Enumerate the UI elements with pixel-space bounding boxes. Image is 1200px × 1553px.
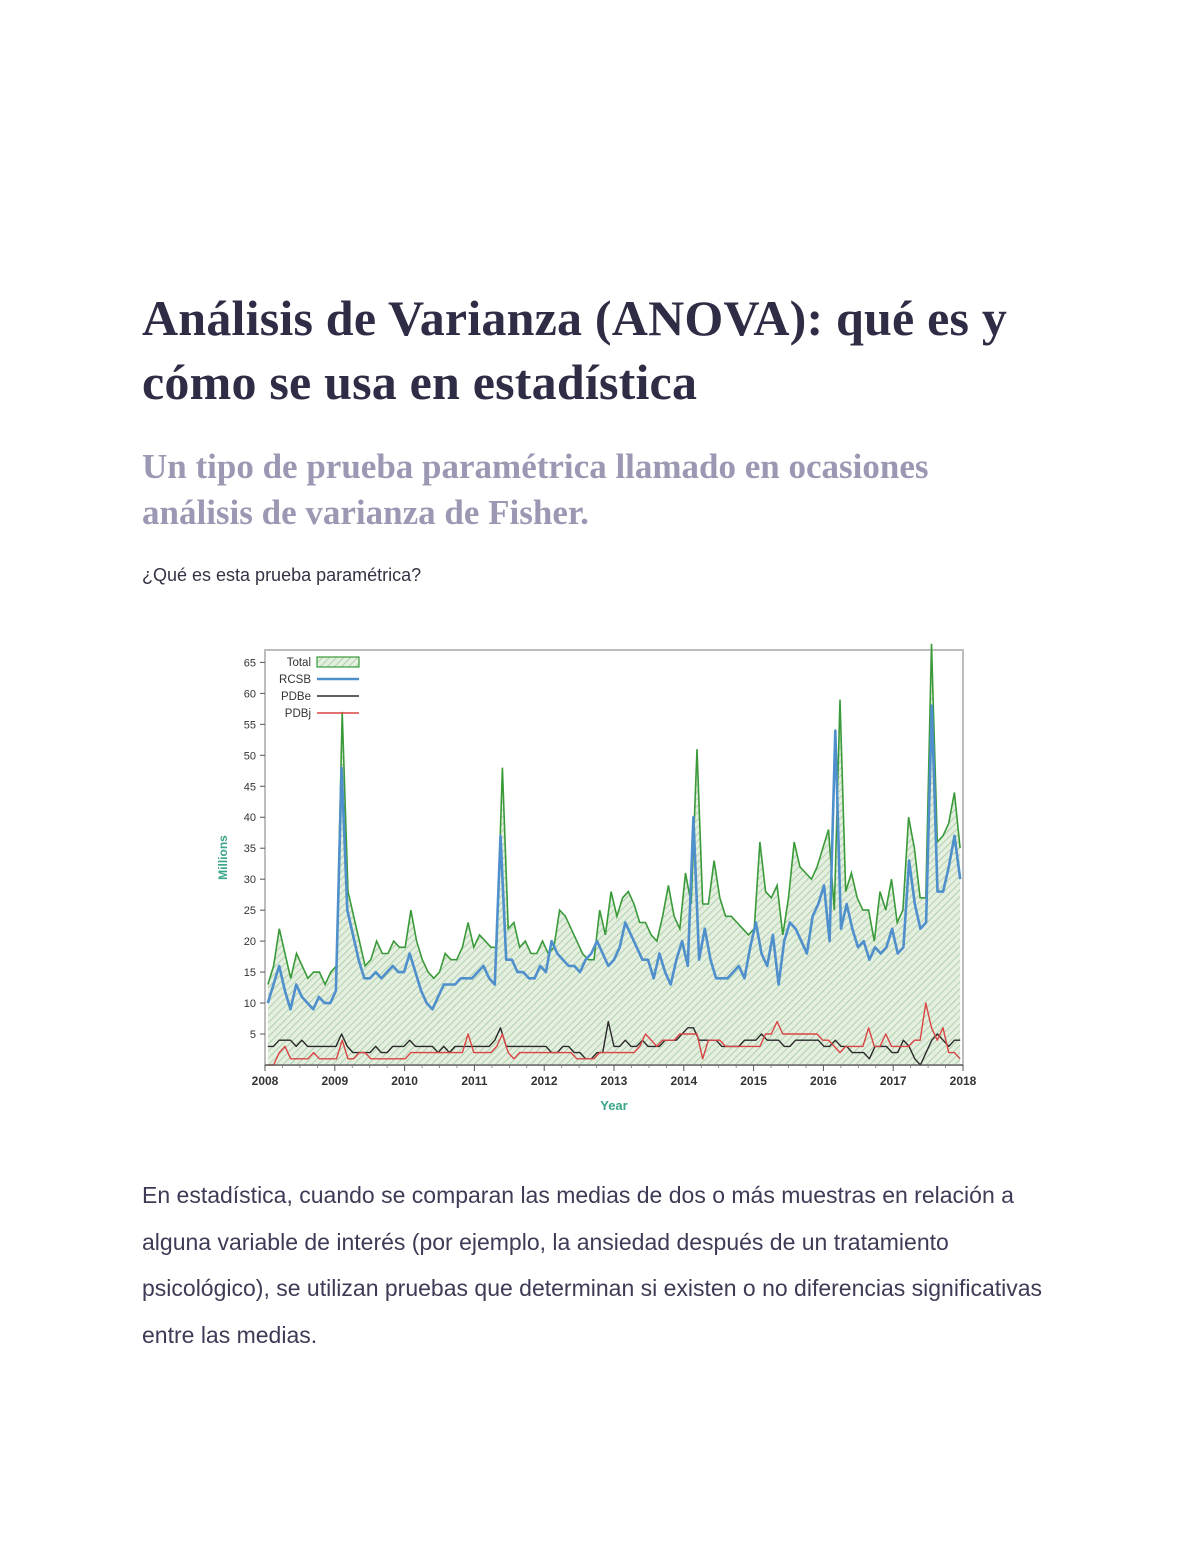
series-line-total	[267, 643, 961, 987]
x-tick-label: 2018	[950, 1074, 977, 1088]
x-tick-label: 2013	[601, 1074, 628, 1088]
section-question: ¿Qué es esta prueba paramétrica?	[142, 565, 422, 585]
body-paragraph: En estadística, cuando se comparan las m…	[142, 1182, 1043, 1348]
y-tick-label: 60	[244, 688, 256, 700]
y-tick-label: 10	[244, 998, 256, 1010]
y-tick-label: 50	[244, 750, 256, 762]
y-tick-label: 55	[244, 719, 256, 731]
y-tick-label: 25	[244, 905, 256, 917]
y-tick-label: 15	[244, 967, 256, 979]
x-tick-label: 2017	[880, 1074, 907, 1088]
series-line-rcsb	[266, 704, 962, 1011]
x-tick-label: 2008	[252, 1074, 279, 1088]
total-area-fill	[267, 643, 961, 1065]
x-tick-label: 2014	[670, 1074, 697, 1088]
legend-label-total: Total	[287, 657, 311, 669]
series-line-pdbj	[267, 1002, 961, 1066]
page-subtitle: Un tipo de prueba paramétrica llamado en…	[142, 447, 929, 532]
x-tick-label: 2010	[391, 1074, 418, 1088]
total-area	[267, 643, 961, 1065]
y-tick-label: 5	[250, 1029, 256, 1041]
y-axis-title: Millions	[216, 835, 230, 880]
x-axis-title: Year	[600, 1098, 627, 1113]
y-tick-label: 65	[244, 657, 256, 669]
x-tick-label: 2011	[461, 1074, 487, 1088]
x-tick-label: 2016	[810, 1074, 837, 1088]
x-tick-label: 2012	[531, 1074, 558, 1088]
chart-legend: Total RCSB PDBe PDBj	[279, 656, 360, 720]
series-lines	[266, 643, 962, 1066]
page-title: Análisis de Varianza (ANOVA): qué es y c…	[142, 290, 1008, 410]
y-tick-label: 40	[244, 812, 256, 824]
legend-swatch-total	[316, 656, 360, 668]
y-tick-label: 30	[244, 874, 256, 886]
legend-label-pdbe: PDBe	[281, 691, 311, 703]
y-tick-label: 20	[244, 936, 256, 948]
x-tick-label: 2015	[740, 1074, 767, 1088]
y-tick-label: 45	[244, 781, 256, 793]
legend-label-rcsb: RCSB	[279, 674, 311, 686]
x-tick-label: 2009	[321, 1074, 348, 1088]
chart-svg: 5 10 15 20 25 30 35 40 45 50 55 60 65 2008 2009 2010 201…	[216, 643, 977, 1113]
y-tick-label: 35	[244, 843, 256, 855]
legend-label-pdbj: PDBj	[285, 708, 311, 720]
line-chart: 5 10 15 20 25 30 35 40 45 50 55 60 65 2008 2009 2010 201…	[205, 640, 995, 1120]
axes: 5 10 15 20 25 30 35 40 45 50 55 60 65 2008 2009 2010 201…	[216, 657, 977, 1113]
